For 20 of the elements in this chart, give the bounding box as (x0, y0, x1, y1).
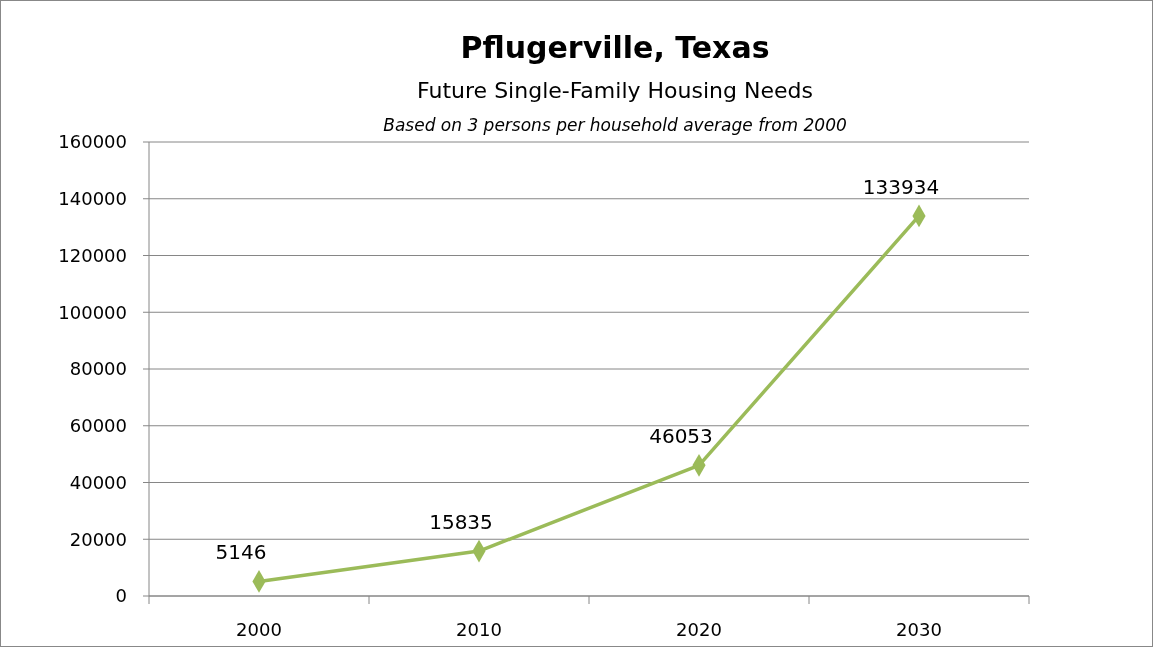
chart-subtitle: Future Single-Family Housing Needs (417, 78, 813, 103)
x-tick-label: 2010 (456, 619, 502, 640)
y-tick-label: 20000 (69, 528, 127, 550)
y-tick-label: 100000 (58, 301, 127, 323)
text: Based on 3 persons per household average from 2000 (383, 115, 847, 135)
x-tick-label: 2030 (896, 619, 942, 640)
x-tick-label: 2000 (236, 619, 282, 640)
chart-title: Pflugerville, Texas (460, 30, 770, 65)
data-label: 133934 (862, 174, 940, 199)
data-label: 15835 (429, 510, 493, 535)
y-tick-label: 80000 (69, 358, 127, 380)
y-tick-label: 120000 (58, 244, 127, 266)
y-tick-label: 60000 (69, 415, 127, 437)
x-tick-label: 2020 (676, 619, 722, 640)
y-tick-label: 160000 (58, 131, 127, 153)
data-label: 46053 (649, 424, 713, 449)
y-tick-label: 40000 (69, 471, 127, 493)
data-label: 5146 (215, 540, 267, 565)
y-tick-label: 0 (115, 585, 127, 607)
y-tick-label: 140000 (58, 188, 127, 210)
